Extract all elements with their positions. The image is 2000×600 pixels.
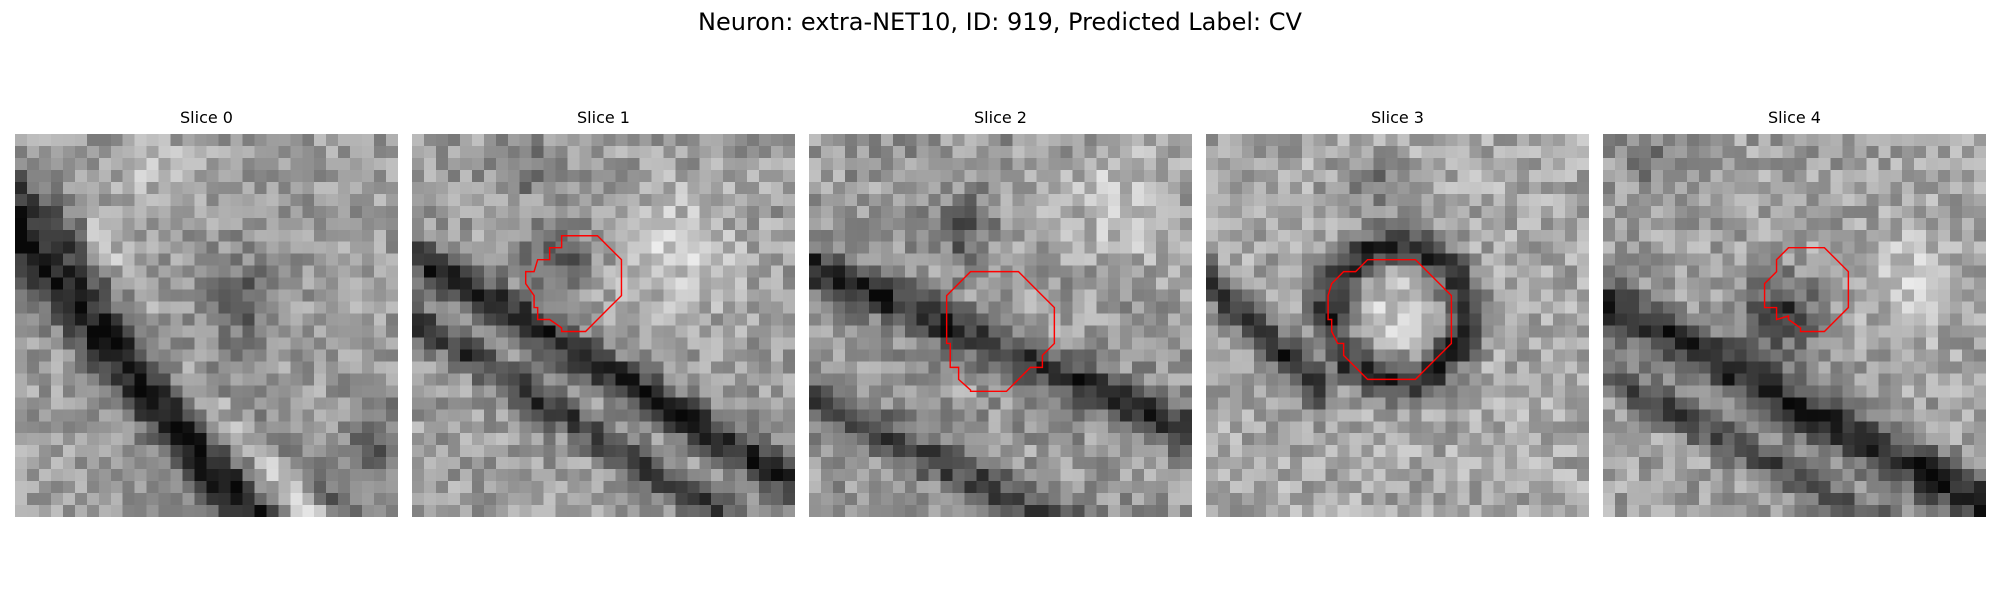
slice-title-4: Slice 4 bbox=[1768, 108, 1821, 127]
segmentation-outline-1 bbox=[524, 235, 623, 333]
slice-image-2 bbox=[809, 134, 1192, 517]
slice-image-0 bbox=[15, 134, 398, 517]
figure-title: Neuron: extra-NET10, ID: 919, Predicted … bbox=[698, 8, 1302, 36]
slice-title-1: Slice 1 bbox=[577, 108, 630, 127]
segmentation-outline-4 bbox=[1763, 246, 1850, 333]
slice-title-2: Slice 2 bbox=[974, 108, 1027, 127]
segmentation-outline-2 bbox=[945, 270, 1056, 393]
slice-title-3: Slice 3 bbox=[1371, 108, 1424, 127]
slice-image-4 bbox=[1603, 134, 1986, 517]
slice-image-1 bbox=[412, 134, 795, 517]
slice-image-3 bbox=[1206, 134, 1589, 517]
segmentation-outline-3 bbox=[1327, 258, 1453, 381]
slice-title-0: Slice 0 bbox=[180, 108, 233, 127]
